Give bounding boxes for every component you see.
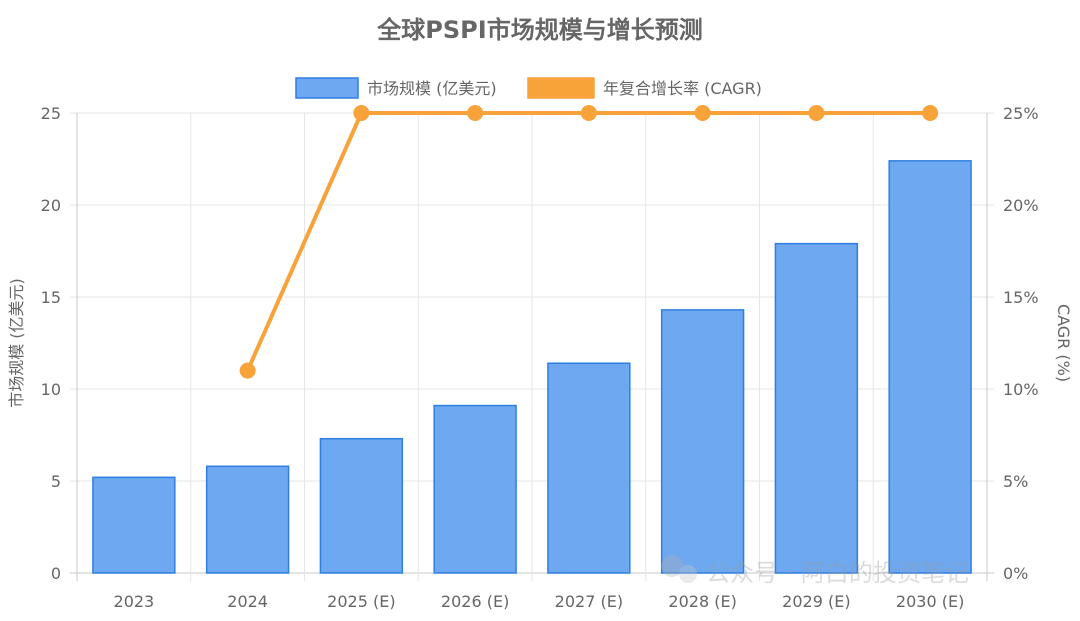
y-right-tick: 0% [1003, 564, 1028, 583]
cagr-point [467, 105, 484, 121]
x-tick: 2027 (E) [555, 592, 623, 611]
cagr-point [808, 105, 825, 121]
y-left-tick: 0 [51, 564, 61, 583]
x-tick: 2023 [114, 592, 155, 611]
cagr-point [922, 105, 939, 121]
y-left-tick: 15 [41, 288, 61, 307]
axis-ticks: 0 5 10 15 20 25 0% 5% 10% 15% 20% 25% 2023 2024 2025 (… [41, 104, 1039, 611]
bar [660, 309, 745, 574]
y-right-tick: 20% [1003, 196, 1039, 215]
x-tick: 2025 (E) [327, 592, 395, 611]
bar [92, 476, 176, 574]
legend-label: 年复合增长率 (CAGR) [603, 79, 762, 98]
watermark: 公众号 · 阿白的投资笔记 [661, 555, 969, 587]
y-left-tick: 20 [41, 196, 61, 215]
x-tick: 2028 (E) [668, 592, 736, 611]
legend-swatch [527, 77, 595, 99]
watermark-text: 公众号 · 阿白的投资笔记 [706, 559, 969, 587]
cagr-point [353, 105, 370, 121]
x-tick: 2024 [227, 592, 268, 611]
y-left-tick: 5 [51, 472, 61, 491]
line-series [239, 105, 939, 379]
bar [888, 160, 972, 574]
legend-swatch [295, 77, 359, 99]
cagr-point [580, 105, 597, 121]
bar [547, 362, 631, 574]
bar [433, 404, 517, 574]
bar [205, 465, 290, 574]
cagr-point [239, 362, 256, 379]
y-left-tick: 10 [41, 380, 61, 399]
x-tick: 2026 (E) [441, 592, 509, 611]
wechat-icon [661, 555, 697, 583]
bar-series [92, 160, 972, 574]
bar [319, 437, 404, 574]
y-right-tick: 25% [1003, 104, 1039, 123]
y-left-label: 市场规模 (亿美元) [7, 278, 26, 408]
x-tick: 2029 (E) [782, 592, 850, 611]
x-tick: 2030 (E) [896, 592, 964, 611]
y-left-tick: 25 [41, 104, 61, 123]
bar [774, 242, 859, 574]
y-right-label: CAGR (%) [1054, 304, 1073, 382]
y-right-tick: 15% [1003, 288, 1039, 307]
y-right-tick: 10% [1003, 380, 1039, 399]
legend[interactable]: 市场规模 (亿美元) 年复合增长率 (CAGR) [295, 77, 762, 99]
chart-title: 全球PSPI市场规模与增长预测 [376, 16, 702, 44]
legend-label: 市场规模 (亿美元) [367, 79, 497, 98]
cagr-point [694, 105, 711, 121]
y-right-tick: 5% [1003, 472, 1028, 491]
